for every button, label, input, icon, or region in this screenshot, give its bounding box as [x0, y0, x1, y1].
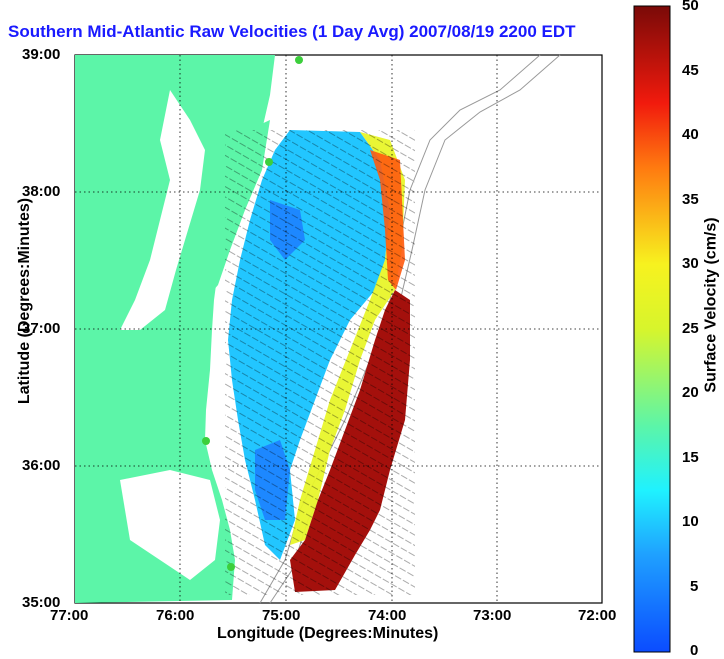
- colorbar-tick: 0: [690, 642, 699, 659]
- y-tick-label: 35:00: [22, 594, 61, 611]
- colorbar-tick: 25: [682, 320, 699, 337]
- y-tick-label: 38:00: [22, 183, 61, 200]
- x-tick-label: 74:00: [368, 607, 407, 624]
- x-tick-label: 77:00: [50, 607, 89, 624]
- y-tick-label: 37:00: [22, 320, 61, 337]
- y-tick-label: 39:00: [22, 46, 61, 63]
- x-tick-label: 76:00: [156, 607, 195, 624]
- y-axis-label: Latitude (Degrees:Minutes): [16, 197, 34, 405]
- x-axis-label: Longitude (Degrees:Minutes): [217, 625, 439, 642]
- station-marker-north: [295, 56, 303, 64]
- colorbar-tick: 40: [682, 126, 699, 143]
- x-tick-label: 73:00: [473, 607, 512, 624]
- colorbar-tick: 35: [682, 191, 699, 208]
- pamlico-sound: [120, 470, 220, 580]
- colorbar-tick: 30: [682, 255, 699, 272]
- velocity-vectors: [225, 130, 415, 595]
- chart-title: Southern Mid-Atlantic Raw Velocities (1 …: [8, 22, 576, 41]
- station-marker-south: [227, 563, 235, 571]
- colorbar-label: Surface Velocity (cm/s): [702, 217, 720, 393]
- colorbar-tick: 50: [682, 0, 699, 14]
- colorbar-tick: 5: [690, 578, 699, 595]
- chesapeake-bay: [120, 90, 205, 330]
- colorbar-tick: 20: [682, 384, 699, 401]
- colorbar-tick: 10: [682, 513, 699, 530]
- grid-lines: [75, 55, 602, 603]
- x-tick-label: 72:00: [578, 607, 617, 624]
- colorbar-tick: 15: [682, 449, 699, 466]
- station-marker-delmarva: [265, 158, 273, 166]
- station-marker-hatteras: [202, 437, 210, 445]
- colorbar-tick: 45: [682, 62, 699, 79]
- y-tick-label: 36:00: [22, 457, 61, 474]
- colorbar: [633, 5, 671, 653]
- x-tick-label: 75:00: [262, 607, 301, 624]
